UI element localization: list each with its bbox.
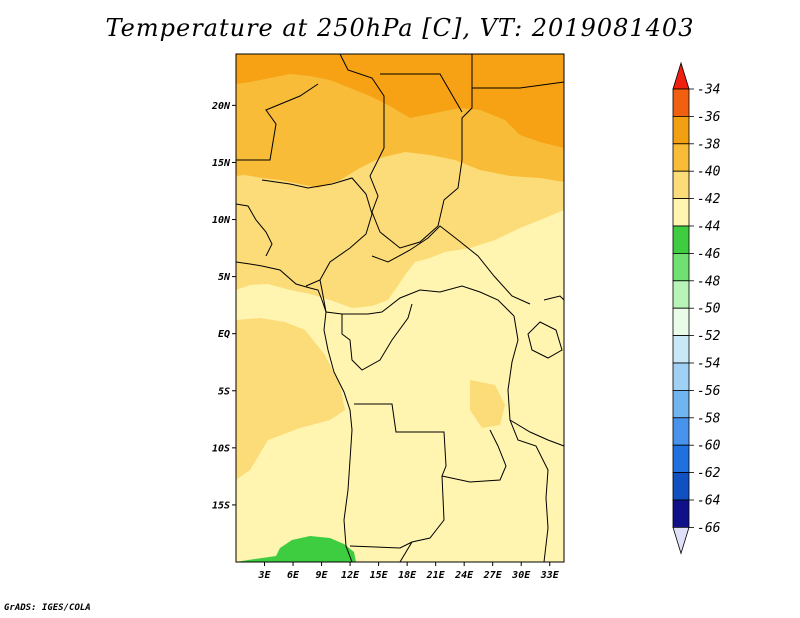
colorbar-bottom-arrow	[672, 527, 690, 555]
lat-tick-label: 10S	[212, 443, 230, 454]
border-congo	[341, 303, 413, 371]
temperature-field	[236, 54, 564, 562]
colorbar-swatch	[672, 280, 690, 309]
colorbar-swatch	[672, 252, 690, 282]
longitude-axis: 3E 6E 9E 12E 15E 18E 21E 24E 27E 30E 33E	[257, 562, 560, 581]
lat-tick-label: 20N	[211, 101, 231, 112]
lat-tick-label: 15N	[212, 158, 231, 169]
colorbar-swatch	[672, 362, 690, 391]
colorbar-label: -62	[697, 466, 721, 481]
colorbar-label: -38	[697, 137, 721, 152]
colorbar: -34 -36 -38 -40 -42 -44 -46 -48 -50 -52 -54 -56 -58 -…	[672, 61, 721, 555]
lat-tick-label: 15S	[212, 500, 230, 511]
border-zambia	[399, 475, 445, 563]
lon-tick-label: 30E	[511, 570, 531, 581]
border-north-east	[472, 81, 565, 89]
colorbar-swatch	[672, 88, 690, 117]
band-minus40-south	[236, 318, 345, 480]
colorbar-swatch	[672, 143, 690, 172]
colorbar-swatch	[672, 417, 690, 446]
colorbar-label: -60	[697, 439, 721, 454]
border-libya-line	[380, 73, 463, 113]
lon-tick-label: 24E	[454, 570, 474, 581]
lon-tick-label: 9E	[316, 570, 329, 581]
colorbar-label: -58	[697, 411, 721, 426]
colorbar-swatch	[672, 225, 690, 254]
country-borders	[235, 53, 565, 563]
colorbar-top-arrow	[672, 61, 690, 90]
colorbar-label: -52	[697, 329, 721, 344]
colorbar-swatch	[672, 335, 690, 364]
lat-tick-label: 5N	[218, 272, 231, 283]
lon-tick-label: 3E	[257, 570, 271, 581]
colorbar-swatch	[672, 170, 690, 199]
colorbar-label: -56	[697, 384, 721, 399]
band-minus36	[236, 54, 564, 148]
border-drc-east	[507, 315, 549, 563]
lon-tick-label: 6E	[287, 570, 300, 581]
border-nigeria	[261, 177, 373, 287]
border-car-drc	[381, 285, 515, 317]
latitude-axis: 20N 15N 10N 5N EQ 5S 10S 15S	[211, 101, 236, 511]
lat-tick-label: EQ	[218, 329, 230, 340]
lon-tick-label: 18E	[398, 570, 417, 581]
colorbar-label: -48	[697, 274, 721, 289]
lon-tick-label: 27E	[483, 570, 503, 581]
border-lake-victoria	[527, 321, 563, 359]
lon-tick-label: 33E	[540, 570, 560, 581]
colorbar-swatch	[672, 444, 690, 474]
band-minus44	[236, 536, 356, 562]
border-sahara-east	[339, 53, 473, 249]
lon-tick-label: 21E	[426, 570, 446, 581]
border-interior-west	[236, 83, 319, 161]
colorbar-swatch	[672, 499, 690, 528]
border-horn	[543, 295, 565, 301]
colorbar-label: -40	[697, 165, 721, 180]
colorbar-swatch	[672, 307, 690, 337]
colorbar-swatch	[672, 198, 690, 227]
lon-tick-label: 15E	[370, 570, 389, 581]
border-cameroon	[319, 279, 383, 315]
colorbar-label: -42	[697, 192, 721, 207]
border-chad-car	[371, 225, 531, 305]
colorbar-label: -44	[697, 220, 720, 235]
grads-credit: GrADS: IGES/COLA	[4, 603, 91, 613]
lon-tick-label: 12E	[341, 570, 360, 581]
border-south-east	[509, 419, 565, 447]
colorbar-label: -34	[697, 83, 720, 98]
colorbar-label: -54	[697, 357, 720, 372]
chart-title: Temperature at 250hPa [C], VT: 201908140…	[105, 14, 695, 42]
colorbar-swatch	[672, 389, 690, 419]
colorbar-label: -50	[697, 302, 721, 317]
colorbar-label: -66	[697, 521, 721, 536]
colorbar-swatch	[672, 116, 690, 145]
band-minus40-east	[470, 380, 505, 428]
lat-tick-label: 5S	[218, 386, 230, 397]
lat-tick-label: 10N	[212, 215, 231, 226]
colorbar-label: -46	[697, 247, 721, 262]
colorbar-label: -36	[697, 110, 721, 125]
colorbar-swatch	[672, 472, 690, 501]
colorbar-label: -64	[697, 494, 720, 509]
border-angola-namibia	[349, 541, 413, 549]
map-frame	[235, 53, 565, 563]
border-west-coast-bits	[235, 203, 273, 257]
coast-west-africa	[235, 261, 353, 563]
